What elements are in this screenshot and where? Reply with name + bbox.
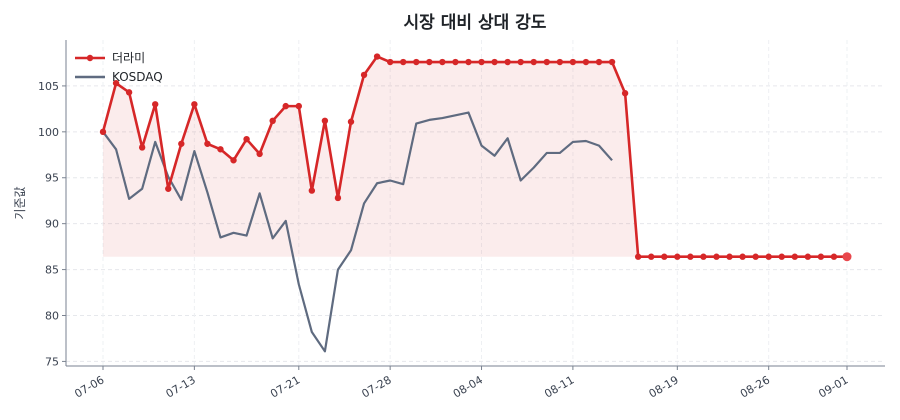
series-point (830, 253, 838, 260)
series-point (504, 58, 511, 66)
series-point (804, 253, 812, 260)
y-tick-label: 80 (45, 309, 59, 322)
series-point (204, 140, 211, 147)
series-point (478, 58, 485, 66)
x-tick-label: 08-19 (647, 373, 681, 400)
series-point (543, 58, 550, 66)
x-tick-label: 08-04 (451, 373, 485, 400)
series-point (99, 128, 107, 136)
series-point (439, 58, 446, 66)
series-point (661, 253, 668, 260)
series-point (726, 253, 733, 260)
series-point (621, 90, 629, 97)
series-point (269, 117, 276, 125)
series-point (713, 253, 720, 260)
series-line-kosdaq (102, 111, 613, 353)
series-lines (101, 55, 847, 353)
x-tick-label: 07-13 (164, 373, 198, 400)
series-point (112, 79, 120, 87)
x-tick-label: 07-21 (268, 373, 302, 400)
legend-label-series-2: KOSDAQ (112, 70, 163, 84)
series-line-main (101, 55, 847, 259)
x-tick-label: 07-28 (359, 373, 393, 400)
series-point (530, 58, 537, 66)
series-point (426, 58, 433, 66)
legend-label-series-1: 더라미 (112, 51, 145, 65)
series-point (582, 58, 590, 66)
y-tick-label: 105 (38, 80, 59, 93)
shaded-area-fill (103, 56, 847, 257)
series-point (295, 102, 302, 110)
series-point-last (842, 252, 852, 262)
shaded-area (103, 56, 847, 257)
series-point (373, 53, 381, 60)
series-point (517, 58, 524, 66)
series-point (595, 58, 603, 66)
series-point (230, 157, 237, 164)
series-point (125, 89, 133, 96)
series-point (778, 253, 785, 260)
series-point (569, 58, 577, 66)
series-point (465, 58, 472, 66)
series-point (386, 58, 394, 66)
x-tick-label: 09-01 (816, 373, 850, 400)
series-point (674, 253, 681, 260)
series-point (634, 253, 642, 260)
series-point (791, 253, 798, 260)
series-point (308, 187, 316, 194)
x-tick-label: 07-06 (72, 373, 106, 400)
y-tick-label: 85 (45, 264, 59, 277)
series-point (400, 58, 407, 66)
series-point (321, 117, 329, 125)
series-point (243, 135, 250, 143)
y-axis-label: 기준값 (13, 186, 27, 219)
series-point (191, 101, 198, 108)
chart-title: 시장 대비 상대 강도 (404, 13, 547, 33)
y-tick-label: 100 (38, 126, 59, 139)
x-tick-label: 08-11 (542, 373, 576, 400)
y-tick-label: 75 (45, 355, 59, 368)
series-point (752, 253, 759, 260)
series-point (608, 58, 616, 66)
series-point (817, 253, 825, 260)
series-point (347, 118, 355, 125)
series-point (256, 150, 263, 158)
series-point (700, 253, 707, 260)
series-point (217, 146, 224, 153)
legend-marker-series-1 (86, 54, 94, 62)
y-tick-label: 90 (45, 218, 59, 231)
series-point (452, 58, 459, 66)
series-point (165, 185, 172, 192)
series-point (178, 140, 185, 147)
series-point (138, 144, 146, 151)
series-point (334, 194, 342, 202)
series-point (556, 58, 564, 66)
y-tick-label: 95 (45, 172, 59, 185)
series-point (765, 253, 772, 260)
series-point (152, 101, 159, 108)
series-point (491, 58, 498, 66)
x-tick-label: 08-26 (738, 373, 772, 400)
legend: 더라미 KOSDAQ (75, 51, 163, 84)
series-point (413, 58, 420, 66)
series-point (360, 71, 368, 79)
series-markers (99, 53, 852, 262)
series-point (282, 102, 289, 110)
series-point (648, 253, 655, 260)
series-point (739, 253, 746, 260)
series-point (687, 253, 694, 260)
